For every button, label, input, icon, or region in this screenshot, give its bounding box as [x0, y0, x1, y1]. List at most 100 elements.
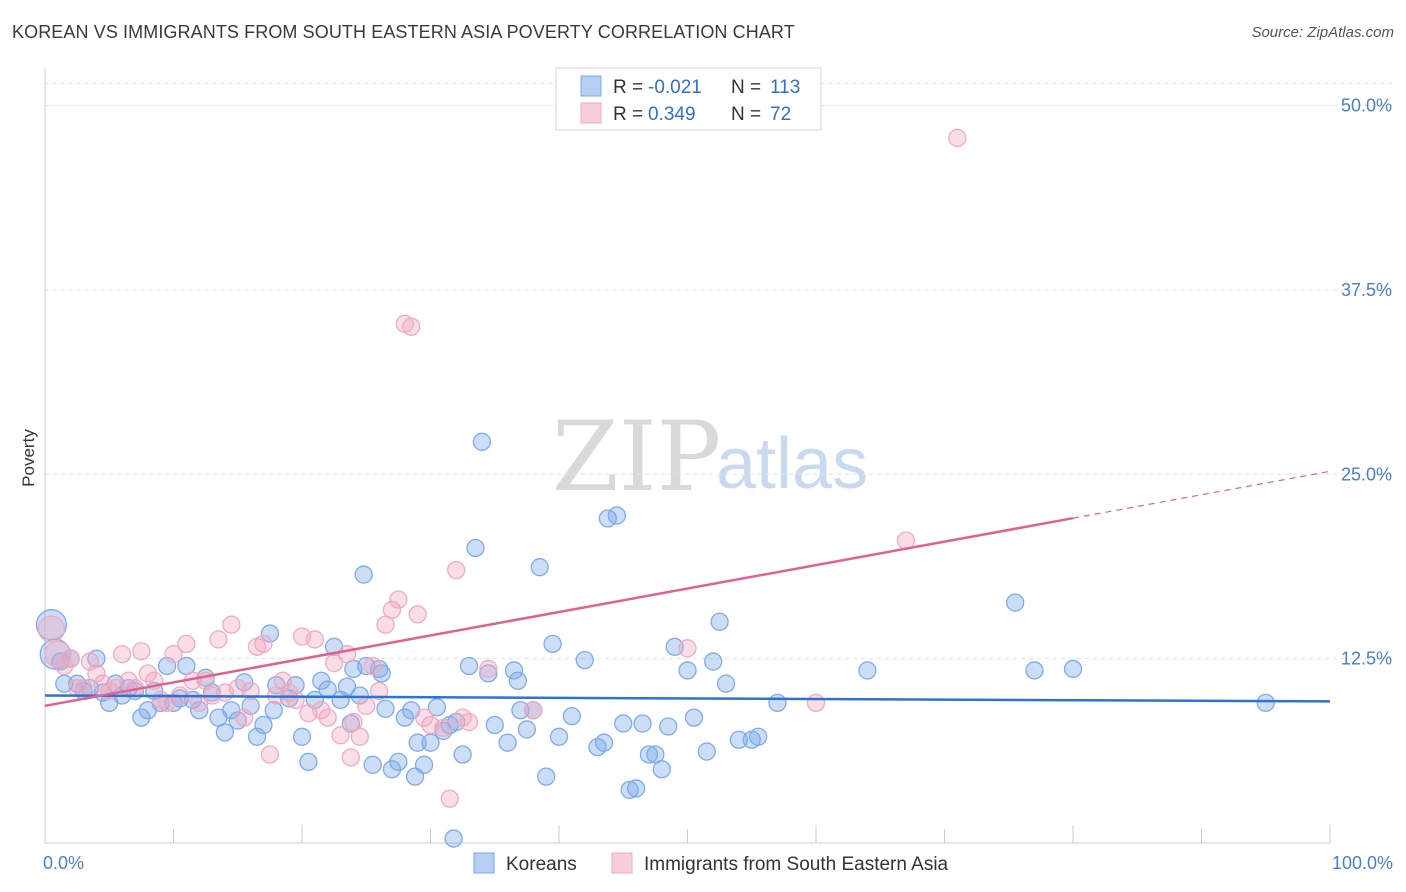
point-s0-74	[479, 664, 498, 683]
series-legend-label-0: Koreans	[506, 854, 577, 875]
watermark: ZIP atlas	[552, 401, 868, 513]
point-s0-111	[858, 661, 877, 680]
point-s1-50	[357, 696, 376, 715]
point-s1-36	[273, 671, 292, 690]
point-s0-91	[607, 506, 626, 525]
point-s1-63	[447, 560, 466, 580]
gridlines	[45, 82, 1392, 660]
point-s1-69	[806, 693, 826, 713]
point-s0-33	[247, 727, 267, 746]
y-tick-label-1: 25.0%	[1341, 464, 1392, 484]
point-s1-44	[324, 653, 344, 673]
y-tick-label-3: 50.0%	[1341, 96, 1392, 116]
series-legend: Koreans Immigrants from South Eastern Asi…	[473, 852, 949, 875]
point-s0-41	[299, 752, 318, 772]
point-s1-5	[74, 678, 93, 698]
point-s1-71	[948, 128, 967, 148]
point-s1-1	[44, 640, 72, 668]
point-s1-21	[177, 634, 196, 654]
point-s0-76	[498, 733, 517, 752]
point-s1-14	[132, 642, 151, 661]
point-s1-51	[363, 656, 382, 676]
chart-title: KOREAN VS IMMIGRANTS FROM SOUTH EASTERN …	[12, 22, 795, 42]
point-s0-78	[508, 671, 528, 690]
point-s0-79	[511, 701, 530, 720]
point-s1-62	[440, 789, 459, 808]
watermark-atlas: atlas	[716, 424, 868, 504]
point-s0-57	[382, 760, 402, 779]
point-s0-101	[678, 661, 697, 680]
point-s1-26	[209, 630, 228, 649]
point-s0-107	[729, 730, 749, 749]
point-s0-24	[190, 701, 209, 720]
point-s1-65	[459, 712, 479, 732]
point-s0-64	[421, 733, 440, 752]
point-s0-65	[427, 698, 447, 717]
point-s1-55	[389, 590, 408, 609]
point-s1-7	[87, 664, 106, 683]
point-s1-46	[337, 645, 357, 664]
point-s1-49	[350, 727, 369, 746]
point-s0-70	[453, 745, 472, 764]
legend-n-label-1: N =	[731, 104, 761, 125]
point-s0-62	[408, 733, 427, 752]
point-s0-95	[633, 714, 652, 733]
axes	[44, 68, 1331, 844]
point-s0-103	[697, 742, 716, 761]
point-s0-71	[459, 656, 479, 676]
point-s1-57	[402, 317, 421, 336]
point-s0-84	[543, 634, 562, 654]
point-s1-2	[55, 656, 74, 676]
legend-swatch-1	[580, 102, 602, 124]
point-s0-98	[652, 760, 671, 779]
point-s1-41	[305, 630, 325, 649]
point-s0-77	[504, 661, 524, 680]
point-s0-80	[517, 720, 537, 739]
point-s1-34	[260, 745, 280, 764]
point-s0-44	[318, 680, 337, 699]
point-s0-73	[472, 432, 492, 451]
point-s0-109	[749, 727, 768, 746]
point-s0-47	[337, 677, 357, 696]
watermark-zip: ZIP	[552, 401, 721, 513]
point-s0-82	[530, 558, 549, 577]
trend-lines	[44, 470, 1331, 708]
point-s0-50	[350, 686, 369, 705]
point-s1-38	[286, 690, 305, 710]
source-credit: Source: ZipAtlas.com	[1251, 24, 1394, 41]
point-s1-33	[254, 634, 273, 654]
point-s0-87	[575, 650, 594, 670]
point-s0-40	[292, 727, 312, 746]
point-s0-72	[466, 538, 485, 558]
point-s1-59	[414, 708, 434, 727]
x-tick-labels: 0.0% 100.0%	[43, 853, 1393, 873]
point-s0-59	[395, 708, 414, 727]
point-s1-19	[164, 645, 183, 664]
series-legend-swatch-0	[473, 852, 495, 874]
point-s1-42	[312, 701, 331, 720]
point-s1-52	[369, 681, 389, 701]
y-tick-label-0: 12.5%	[1341, 649, 1392, 669]
y-tick-labels: 12.5% 25.0% 37.5% 50.0%	[1341, 96, 1392, 669]
point-s0-19	[157, 656, 177, 676]
point-s1-6	[80, 652, 100, 671]
point-s0-99	[659, 717, 678, 736]
point-s1-28	[222, 615, 241, 634]
point-s1-30	[235, 708, 254, 727]
point-s0-104	[704, 652, 723, 671]
point-s0-56	[376, 699, 395, 718]
point-s0-34	[254, 715, 273, 735]
point-s0-93	[620, 780, 639, 800]
point-s0-58	[389, 752, 408, 772]
point-s0-68	[444, 829, 463, 848]
point-s0-15	[132, 708, 151, 727]
point-s1-3	[61, 649, 80, 668]
point-s1-43	[318, 708, 337, 727]
point-s1-45	[331, 726, 350, 745]
point-s0-102	[684, 708, 704, 727]
series-legend-label-1: Immigrants from South Eastern Asia	[644, 854, 949, 875]
x-tick-label-min: 0.0%	[43, 853, 84, 873]
point-s0-63	[414, 755, 434, 774]
y-axis-label: Poverty	[19, 429, 38, 487]
trend-line-immigrants	[44, 516, 1074, 708]
